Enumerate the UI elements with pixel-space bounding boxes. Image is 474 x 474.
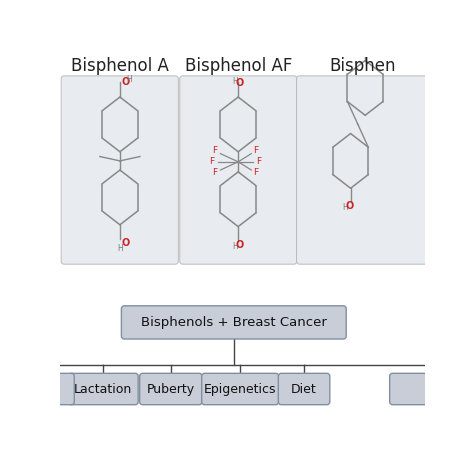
FancyBboxPatch shape — [61, 76, 178, 264]
Text: Bisphen: Bisphen — [329, 57, 396, 75]
Text: F: F — [253, 146, 258, 155]
Text: H: H — [233, 77, 238, 86]
FancyBboxPatch shape — [180, 76, 297, 264]
Text: F: F — [255, 157, 261, 166]
FancyBboxPatch shape — [390, 374, 428, 405]
Text: O: O — [121, 238, 129, 248]
FancyBboxPatch shape — [121, 306, 346, 339]
Text: Diet: Diet — [291, 383, 317, 395]
Text: Epigenetics: Epigenetics — [204, 383, 276, 395]
Text: O: O — [236, 78, 244, 88]
Text: H: H — [343, 203, 348, 212]
Text: O: O — [367, 42, 375, 52]
Text: F: F — [212, 146, 217, 155]
Text: Lactation: Lactation — [74, 383, 132, 395]
Text: F: F — [212, 168, 217, 177]
FancyBboxPatch shape — [68, 374, 138, 405]
Text: Puberty: Puberty — [147, 383, 195, 395]
FancyBboxPatch shape — [140, 374, 202, 405]
Text: F: F — [253, 168, 258, 177]
Text: Bisphenol A: Bisphenol A — [71, 57, 169, 75]
FancyBboxPatch shape — [201, 374, 279, 405]
Text: H: H — [232, 242, 238, 251]
Text: H: H — [126, 75, 132, 84]
Text: F: F — [210, 157, 214, 166]
FancyBboxPatch shape — [36, 374, 74, 405]
Text: H: H — [364, 38, 370, 47]
Text: H: H — [117, 244, 123, 253]
FancyBboxPatch shape — [278, 374, 330, 405]
Text: Bisphenols + Breast Cancer: Bisphenols + Breast Cancer — [141, 316, 327, 329]
FancyBboxPatch shape — [297, 76, 428, 264]
Text: Bisphenol AF: Bisphenol AF — [185, 57, 292, 75]
Text: O: O — [236, 240, 244, 250]
Text: O: O — [122, 77, 130, 87]
Text: O: O — [346, 201, 354, 211]
